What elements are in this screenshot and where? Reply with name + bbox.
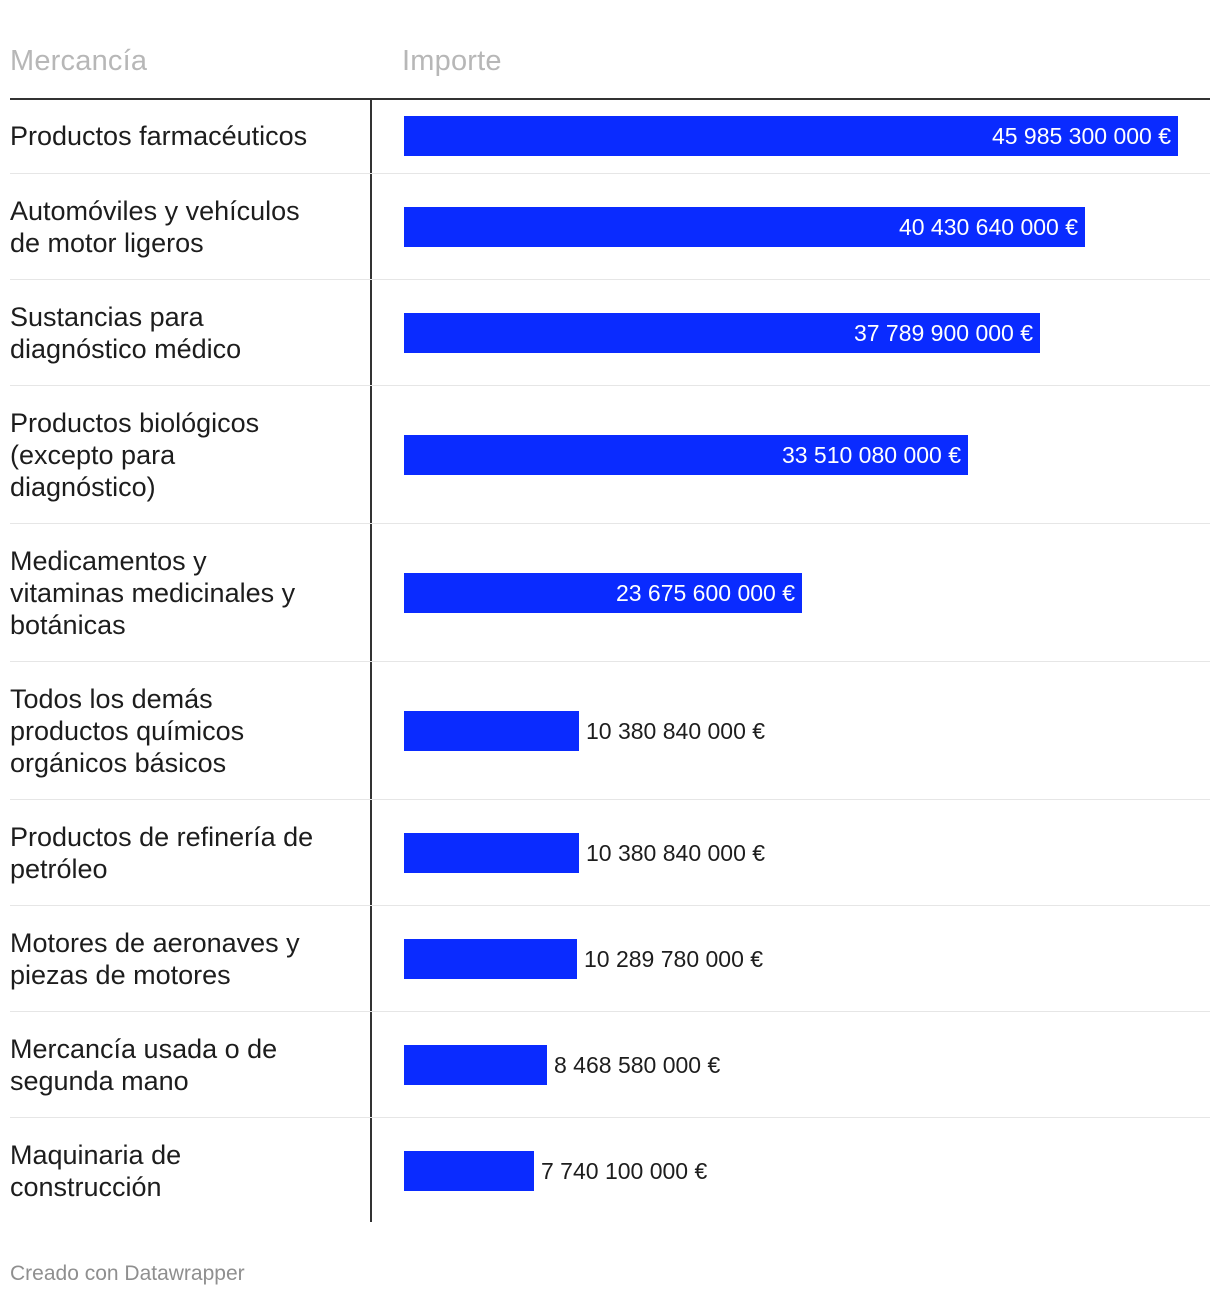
bar[interactable]: 10 289 780 000 €: [404, 939, 763, 979]
value-label: 45 985 300 000 €: [991, 123, 1171, 149]
header-divider: [10, 98, 1210, 100]
bar[interactable]: 45 985 300 000 €: [404, 116, 1178, 156]
value-label: 10 380 840 000 €: [586, 840, 766, 866]
category-label: Motores de aeronaves y piezas de motores: [10, 928, 300, 990]
row-divider: [10, 1117, 1210, 1118]
value-label: 40 430 640 000 €: [898, 214, 1078, 240]
category-label: Todos los demás productos químicos orgán…: [10, 684, 245, 778]
value-label: 23 675 600 000 €: [615, 580, 795, 606]
row-divider: [10, 661, 1210, 662]
row-divider: [10, 1011, 1210, 1012]
row-divider: [10, 173, 1210, 174]
bar[interactable]: 33 510 080 000 €: [404, 435, 968, 475]
category-label: Medicamentos y vitaminas medicinales y b…: [10, 546, 296, 640]
table-header: Mercancía Importe: [10, 45, 1210, 85]
value-label: 10 289 780 000 €: [584, 946, 764, 972]
bar[interactable]: 37 789 900 000 €: [404, 313, 1040, 353]
bar-row: Sustancias para diagnóstico médico 37 789…: [10, 280, 1210, 386]
column-header-importe[interactable]: Importe: [402, 45, 502, 77]
row-divider: [10, 279, 1210, 280]
value-label: 37 789 900 000 €: [853, 320, 1033, 346]
bar-row: Automóviles y vehículos de motor ligeros…: [10, 174, 1210, 280]
bar-row: Productos farmacéuticos 45 985 300 000 €: [10, 100, 1210, 174]
bar[interactable]: 7 740 100 000 €: [404, 1151, 707, 1191]
bar-axis-line: [370, 99, 372, 1222]
row-divider: [10, 905, 1210, 906]
category-label: Sustancias para diagnóstico médico: [10, 302, 242, 364]
category-label: Productos farmacéuticos: [10, 121, 308, 151]
bar-row: Motores de aeronaves y piezas de motores…: [10, 906, 1210, 1012]
bar-row: Medicamentos y vitaminas medicinales y b…: [10, 524, 1210, 662]
bar[interactable]: 40 430 640 000 €: [404, 207, 1085, 247]
row-divider: [10, 799, 1210, 800]
category-label: Mercancía usada o de segunda mano: [10, 1034, 278, 1096]
bar-row: Todos los demás productos químicos orgán…: [10, 662, 1210, 800]
bar[interactable]: 8 468 580 000 €: [404, 1045, 720, 1085]
row-divider: [10, 385, 1210, 386]
bar-row: Mercancía usada o de segunda mano 8 468 5…: [10, 1012, 1210, 1118]
value-label: 8 468 580 000 €: [554, 1052, 721, 1078]
bar[interactable]: 10 380 840 000 €: [404, 833, 765, 873]
column-header-mercancia[interactable]: Mercancía: [10, 45, 148, 77]
bar-row: Productos de refinería de petróleo 10 380…: [10, 800, 1210, 906]
category-label: Maquinaria de construcción: [10, 1140, 182, 1202]
category-label: Productos de refinería de petróleo: [10, 822, 314, 884]
value-label: 33 510 080 000 €: [781, 442, 961, 468]
category-label: Productos biológicos (excepto para diagn…: [10, 408, 260, 502]
bar[interactable]: 10 380 840 000 €: [404, 711, 765, 751]
value-label: 10 380 840 000 €: [586, 718, 766, 744]
bar-row: Maquinaria de construcción 7 740 100 000 …: [10, 1118, 1210, 1222]
footer-credit[interactable]: Creado con Datawrapper: [10, 1262, 245, 1285]
row-divider: [10, 523, 1210, 524]
bar[interactable]: 23 675 600 000 €: [404, 573, 802, 613]
value-label: 7 740 100 000 €: [541, 1158, 708, 1184]
bar-row: Productos biológicos (excepto para diagn…: [10, 386, 1210, 524]
category-label: Automóviles y vehículos de motor ligeros: [10, 196, 300, 258]
